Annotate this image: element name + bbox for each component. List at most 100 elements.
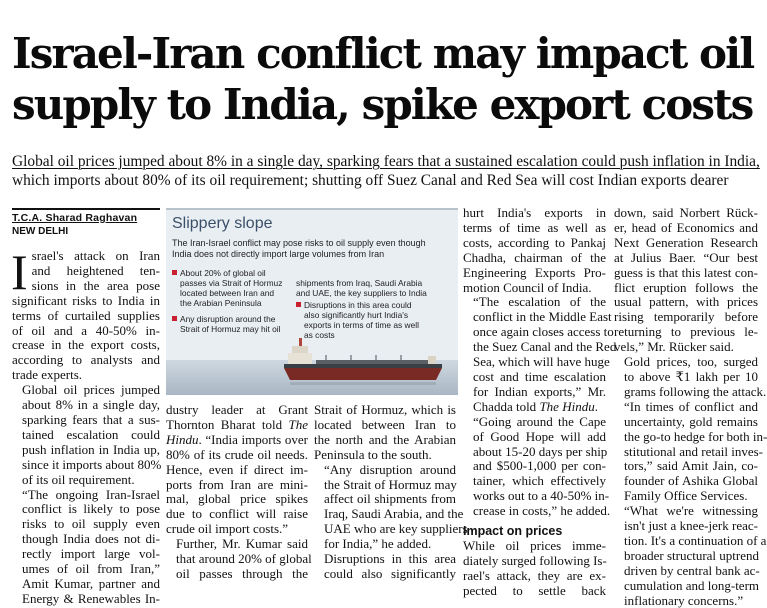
text-line: rectly import large vol- <box>22 546 160 562</box>
text-line: that around 20% of global <box>176 551 312 567</box>
news-article: Israel-Iran conflict may impact oil supp… <box>11 29 767 607</box>
article-column-4: hurt India's exports in terms of time as… <box>463 205 616 599</box>
text-line: to above ₹1 lakh per 10 <box>624 368 758 384</box>
text-line: terms of curtailed supplies <box>12 307 160 323</box>
text-line: grams following the attack. <box>624 383 767 399</box>
text-line: also significantly hurt India's <box>304 310 409 320</box>
text-line: India does not directly import large vol… <box>172 249 385 259</box>
text-line: diately surged following Is- <box>463 552 607 568</box>
text-line: due to conflict will raise <box>166 506 308 522</box>
standfirst-line: which imports about 80% of its oil requi… <box>12 172 729 189</box>
headline-line: supply to India, spike export costs <box>12 80 754 129</box>
text-line: Disruptions in this area could <box>304 300 412 310</box>
text-line: inflationary concerns.” <box>624 592 744 608</box>
text-line: Any disruption around the <box>180 314 276 324</box>
graphic-bullet-3: Disruptions in this area could also sign… <box>296 300 454 340</box>
section-subhead: Impact on prices <box>463 524 563 539</box>
paragraph: “Any disruption around the Strait of Hor… <box>314 461 468 552</box>
text-line: costs, according to Pankaj <box>463 234 606 250</box>
text-line: exports in terms of time as well <box>304 320 419 330</box>
text-line: Disruptions in this area <box>324 551 456 567</box>
text-line: sparking fears that a sus- <box>22 411 160 427</box>
text-line: mal, global price spikes <box>166 491 308 507</box>
text-line: the Arabian Peninsula <box>180 298 262 308</box>
text-line: usual pattern, with prices <box>614 294 758 310</box>
text-line: located between Iran and <box>180 288 275 298</box>
article-column-3: Strait of Hormuz, which is located betwe… <box>314 402 468 582</box>
paragraph: Further, Mr. Kumar said that around 20% … <box>166 536 312 582</box>
text-line: and UAE, the key suppliers to India <box>296 288 427 298</box>
dateline: NEW DELHI <box>12 226 69 237</box>
text-line: returning to previous le- <box>614 324 758 340</box>
standfirst: Global oil prices jumped about 8% in a s… <box>12 152 760 190</box>
paragraph: “What we're witnessing isn't just a knee… <box>614 503 766 608</box>
paragraph: I srael's attack on Iran and heightened … <box>11 247 160 383</box>
text-line: While oil prices imme- <box>463 538 606 554</box>
text-line: “In times of conflict and <box>624 398 758 414</box>
text-line: about 15-20 days per ship <box>473 443 608 459</box>
text-line: pected to settle back <box>463 582 606 598</box>
text-line: motion Council of India. <box>463 279 592 295</box>
paragraph: Global oil prices jumped about 8% in a s… <box>12 382 162 487</box>
text-line: hurt India's exports in <box>463 205 606 220</box>
text-line: Iraq, Saudi Arabia, and the <box>324 506 464 522</box>
text-line: passes via Strait of Hormuz <box>180 278 283 288</box>
text-line: works out to a 40-50% in- <box>473 488 610 504</box>
paragraph: dustry leader at Grant Thornton Bharat t… <box>166 402 309 537</box>
author-name[interactable]: T.C.A. Sharad Raghavan <box>12 212 138 224</box>
text-line: Engineering Exports Pro- <box>463 264 606 280</box>
text-line: and heightened ten- <box>31 262 160 278</box>
paragraph: Disruptions in this area could also sign… <box>314 551 456 582</box>
text-line: rising temporarily before <box>614 309 758 325</box>
text-line: shipments from Iraq, Saudi Arabia <box>296 278 423 288</box>
text-line: as costs <box>304 330 335 340</box>
oil-tanker-photo <box>166 338 458 395</box>
paragraph: hurt India's exports in terms of time as… <box>463 205 606 295</box>
text-fragment: Thornton Bharat told <box>166 416 289 432</box>
publication-name: Hindu <box>166 431 199 447</box>
text-line: located between Iran to <box>314 416 456 432</box>
graphic-bullet-1: About 20% of global oil passes via Strai… <box>172 268 297 308</box>
text-line: “The escalation of the <box>473 294 606 310</box>
infographic: Slippery slope The Iran-Israel conflict … <box>166 208 458 395</box>
text-line: according to analysts and <box>12 352 160 368</box>
text-line: tained escalation could <box>22 426 160 442</box>
publication-name: The <box>288 416 309 432</box>
text-line: for Indian exports,” Mr. <box>473 383 606 399</box>
text-line: isn't just a knee-jerk reac- <box>624 518 758 534</box>
text-line: The Iran-Israel conflict may pose risks … <box>172 238 426 248</box>
bullet-square-icon <box>172 316 177 321</box>
byline: T.C.A. Sharad Raghavan NEW DELHI <box>12 208 160 238</box>
text-fragment: . <box>594 398 598 414</box>
text-line: the north and the Arabian <box>314 431 456 447</box>
text-line: affect oil shipments from <box>324 491 456 507</box>
article-column-5: down, said Norbert Rück- er, head of Eco… <box>614 205 767 608</box>
text-line: Further, Mr. Kumar said <box>176 536 308 552</box>
article-column-1: I srael's attack on Iran and heightened … <box>11 247 162 607</box>
text-line: tainer, which effectively <box>473 473 606 489</box>
text-line: cumulation and long-term <box>624 577 760 593</box>
text-line: Global oil prices jumped <box>22 382 160 398</box>
text-line: though India does not di- <box>22 531 160 547</box>
paragraph: Gold prices, too, surged to above ₹1 lak… <box>614 354 767 504</box>
text-line: guess is that this latest con- <box>614 264 758 280</box>
paragraph: While oil prices imme- diately surged fo… <box>463 538 607 599</box>
text-line: uncertainty, gold remains <box>624 413 758 429</box>
text-line: broader structural uptrend <box>624 547 760 563</box>
text-line: the go-to hedge for both in- <box>624 428 767 444</box>
text-line: significant risks to India in <box>12 292 160 308</box>
bullet-square-icon <box>172 270 177 275</box>
text-line: conflict is likely to pose <box>22 501 160 517</box>
text-line: the Strait of Hormuz may <box>324 476 457 492</box>
text-line: Strait of Hormuz may hit oil <box>180 324 281 334</box>
text-line: since it imports about 80% <box>22 456 162 472</box>
text-line: Hindu. “India imports over <box>166 431 309 448</box>
text-line: founder of Ashika Global <box>624 473 758 489</box>
text-line: “Any disruption around <box>324 461 456 477</box>
text-line: down, said Norbert Rück- <box>614 205 758 220</box>
publication-name: The Hindu <box>539 398 595 414</box>
text-fragment: . “India imports over <box>198 431 309 447</box>
text-line: Strait of Hormuz, which is <box>314 402 456 417</box>
text-fragment: Chadda told <box>473 398 540 414</box>
text-line: tors,” said Amit Jain, co- <box>624 458 758 474</box>
